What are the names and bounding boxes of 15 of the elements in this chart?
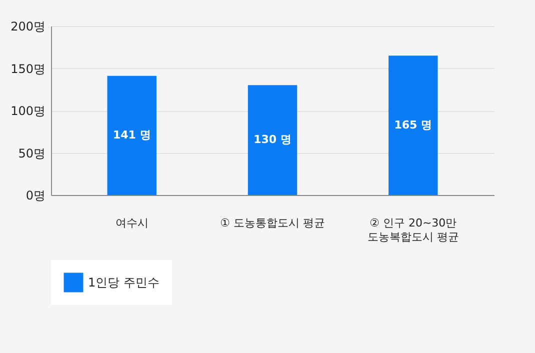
- y-tick-label: 0명: [26, 188, 46, 202]
- y-tick-label: 200명: [10, 20, 46, 34]
- text: 165 명: [394, 118, 432, 132]
- y-tick-label: 100명: [10, 104, 46, 118]
- x-tick-label: ② 인구 20~30만 도농복합도시 평균: [367, 216, 459, 244]
- bar: [107, 76, 156, 195]
- x-tick-label: 여수시: [115, 216, 148, 230]
- bar: [248, 85, 298, 195]
- bar: [388, 56, 438, 195]
- text: 141 명: [112, 128, 151, 142]
- text: 130 명: [254, 133, 292, 146]
- y-tick-label: 50명: [18, 146, 46, 160]
- x-tick-label: ① 도농통합도시 평균: [220, 216, 325, 230]
- legend-label: 1인당 주민수: [88, 276, 160, 290]
- y-tick-label: 150명: [10, 62, 46, 76]
